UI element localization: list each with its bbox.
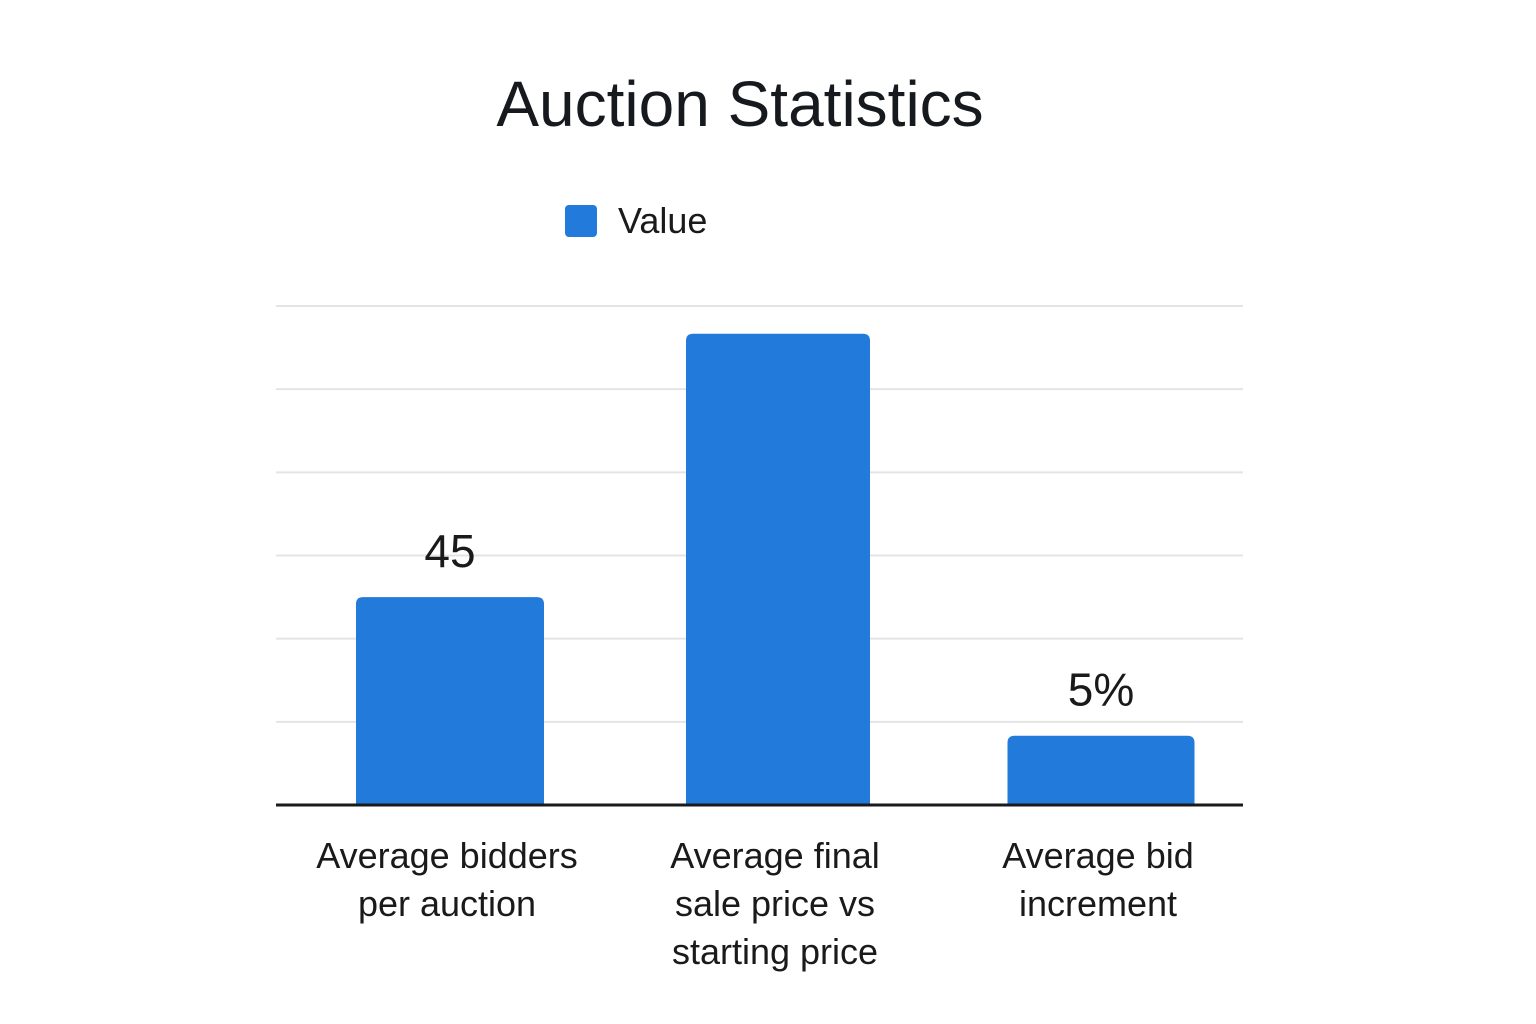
chart-title: Auction Statistics [496,68,983,140]
bar [1007,735,1195,805]
category-label-line: starting price [672,931,878,972]
category-label: Average bid increment [1002,835,1193,924]
bars [356,333,1195,805]
category-label-line: Average final [670,835,879,876]
category-label: Average final sale price vs starting price [670,835,879,972]
bar [356,597,544,805]
category-labels: Average bidders per auction Average final s… [316,835,1194,972]
category-label-line: sale price vs [675,883,875,924]
data-label: 45 [424,525,475,577]
legend: Value [565,200,707,241]
legend-label: Value [618,200,707,241]
category-label-line: per auction [358,883,536,924]
bar [686,333,870,805]
legend-swatch [565,205,597,237]
category-label: Average bidders per auction [316,835,578,924]
category-label-line: increment [1019,883,1177,924]
category-label-line: Average bid [1002,835,1193,876]
data-labels: 45 5% [424,525,1134,716]
category-label-line: Average bidders [316,835,578,876]
data-label: 5% [1068,664,1134,716]
